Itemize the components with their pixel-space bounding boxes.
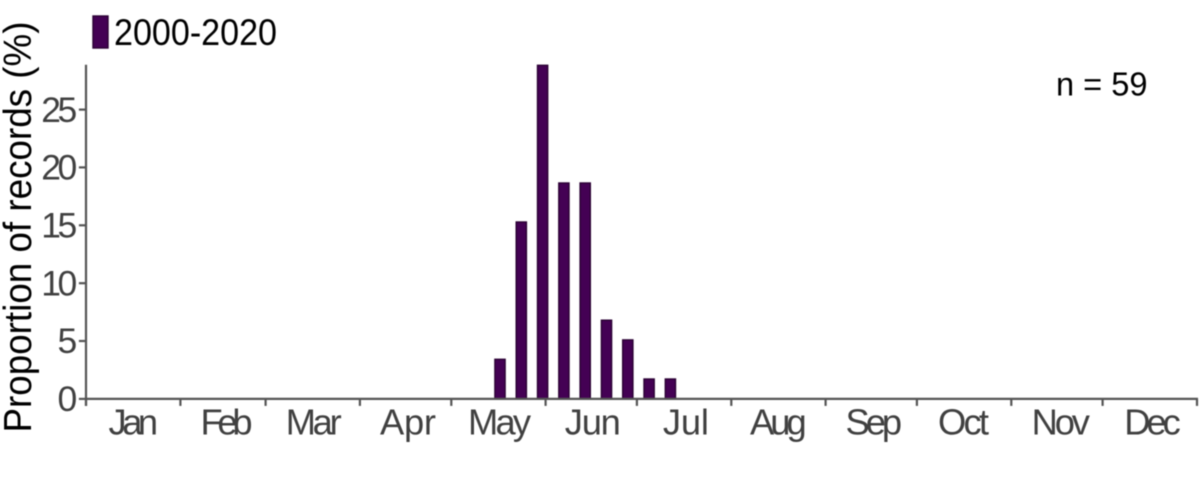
svg-text:10: 10 [41,263,77,303]
svg-text:May: May [468,402,532,443]
svg-text:Jun: Jun [565,402,621,443]
svg-text:0: 0 [58,379,78,419]
svg-text:Dec: Dec [1124,402,1181,443]
svg-text:Jan: Jan [109,402,159,443]
svg-text:Sep: Sep [846,402,903,443]
svg-text:Apr: Apr [380,402,436,443]
svg-text:Oct: Oct [938,402,989,443]
svg-text:Jul: Jul [663,402,709,443]
svg-text:Mar: Mar [286,402,342,443]
svg-text:Nov: Nov [1032,402,1091,443]
svg-text:Aug: Aug [750,402,807,443]
svg-text:Feb: Feb [201,402,253,443]
svg-text:15: 15 [41,206,77,246]
svg-text:2000-2020: 2000-2020 [114,12,277,53]
svg-text:n = 59: n = 59 [1056,66,1148,103]
svg-text:20: 20 [41,148,77,188]
svg-text:Proportion of records (%): Proportion of records (%) [0,22,40,433]
svg-text:5: 5 [58,321,78,361]
svg-text:25: 25 [41,90,77,130]
